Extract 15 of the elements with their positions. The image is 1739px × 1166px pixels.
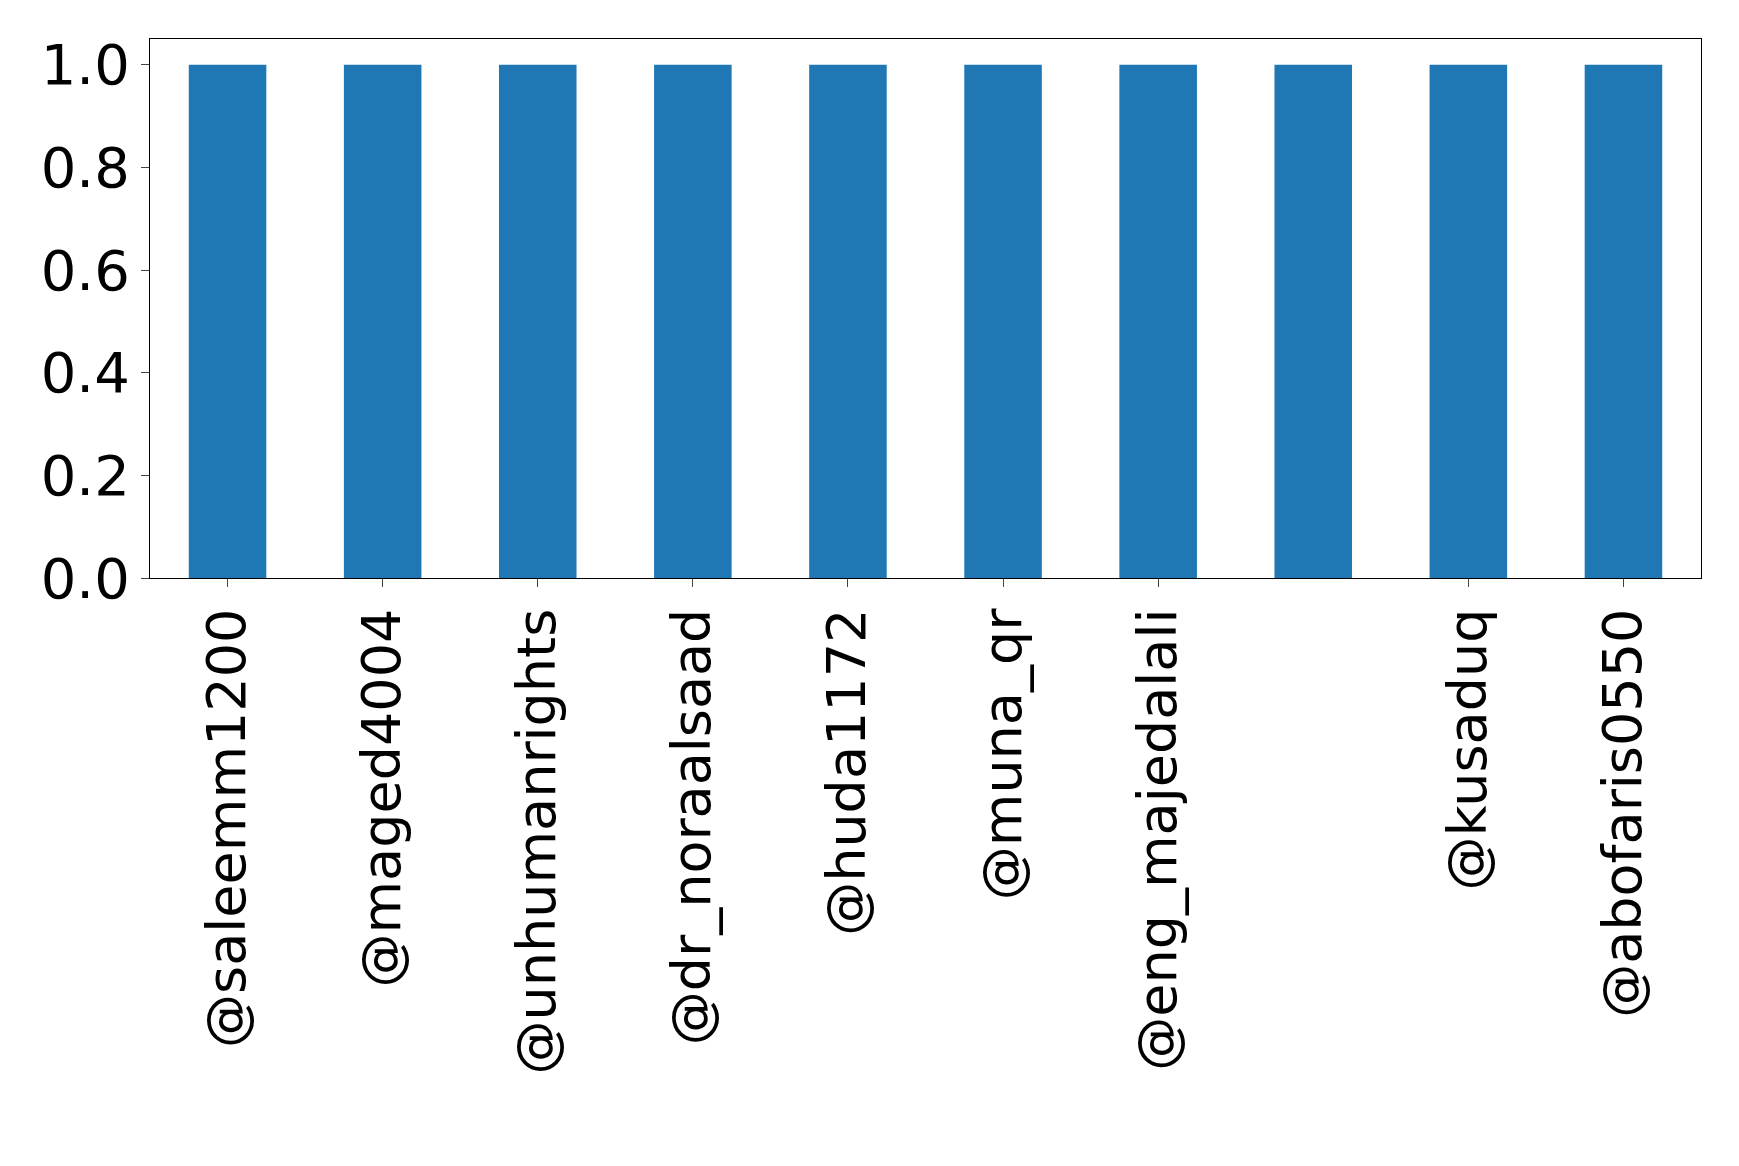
x-tick-label: @kusaduq — [1435, 608, 1499, 891]
x-tick-label: @dr_noraalsaad — [660, 608, 724, 1046]
x-tick-label: @unhumanrights — [505, 608, 569, 1075]
x-tick-label: @abofaris0550 — [1591, 608, 1654, 1018]
y-tick-label: 0.6 — [40, 237, 130, 303]
x-tick-label: @huda1172 — [815, 608, 879, 936]
x-tick-label: @saleemm1200 — [195, 608, 259, 1048]
x-tick-label: @eng_majedalali — [1125, 608, 1189, 1071]
y-tick-label: 0.2 — [40, 442, 130, 508]
x-tick-label: @muna_qr — [970, 607, 1034, 901]
x-tick-label: @maged4004 — [350, 608, 414, 988]
y-tick-label: 0.0 — [40, 545, 130, 611]
y-tick-label: 1.0 — [40, 32, 130, 98]
y-tick-label: 0.4 — [40, 340, 130, 406]
y-tick-label: 0.8 — [40, 134, 130, 200]
